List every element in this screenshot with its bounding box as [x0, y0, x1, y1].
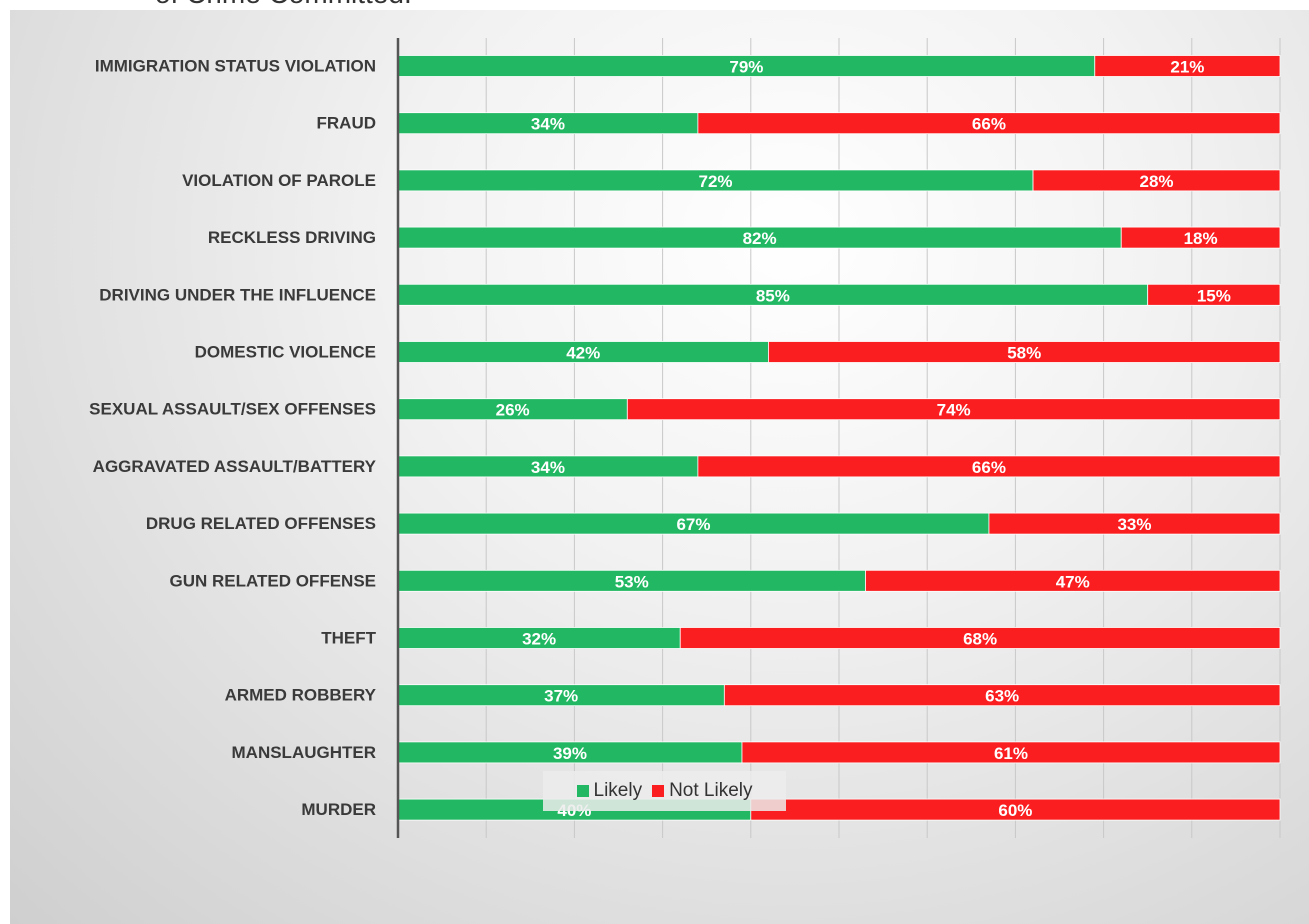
bar-chart: IMMIGRATION STATUS VIOLATION FRAUD VIOLATI… — [89, 38, 1281, 838]
legend-item-not-likely: Not Likely — [652, 780, 753, 802]
data-label: 39% — [553, 744, 587, 763]
bar-not-likely — [1094, 55, 1281, 77]
data-label: 85% — [756, 286, 790, 305]
data-label: 58% — [1007, 344, 1041, 363]
data-label: 34% — [531, 458, 565, 477]
category-label: MANSLAUGHTER — [232, 743, 377, 762]
data-label: 26% — [496, 401, 530, 420]
bar-not-likely — [1147, 283, 1281, 306]
bar-not-likely — [768, 341, 1281, 363]
category-label: VIOLATION OF PAROLE — [182, 171, 376, 190]
legend-swatch-not-likely — [652, 785, 665, 797]
data-label: 42% — [566, 344, 600, 363]
category-label: GUN RELATED OFFENSE — [169, 571, 376, 590]
data-label: 66% — [972, 115, 1006, 134]
data-label: 63% — [985, 687, 1019, 706]
data-label: 74% — [937, 401, 971, 420]
chart-title-fragment: of Crime Committed. — [155, 0, 412, 10]
data-label: 82% — [743, 229, 777, 248]
bar-not-likely — [741, 741, 1281, 764]
data-labels: 79% 21% 34% 66% 72% 28% 82% 18% 85% 15% 42% 58% 26% 7… — [496, 58, 1231, 821]
data-label: 21% — [1170, 58, 1204, 77]
data-label: 67% — [676, 515, 710, 534]
data-label: 34% — [531, 115, 565, 134]
category-label: DRUG RELATED OFFENSES — [146, 514, 376, 533]
bar-not-likely — [679, 627, 1281, 649]
data-label: 60% — [998, 801, 1032, 820]
category-label: IMMIGRATION STATUS VIOLATION — [95, 57, 376, 76]
bar-not-likely — [723, 684, 1281, 707]
category-label: THEFT — [321, 629, 376, 648]
category-label: RECKLESS DRIVING — [208, 228, 376, 247]
category-label: ARMED ROBBERY — [225, 686, 377, 705]
legend-label-likely: Likely — [593, 780, 643, 801]
data-label: 53% — [615, 572, 649, 591]
data-label: 32% — [522, 630, 556, 649]
category-label: SEXUAL ASSAULT/SEX OFFENSES — [89, 400, 376, 419]
legend-label-not-likely: Not Likely — [669, 780, 753, 801]
data-label: 61% — [994, 744, 1028, 763]
data-label: 66% — [972, 458, 1006, 477]
category-label: AGGRAVATED ASSAULT/BATTERY — [93, 457, 377, 476]
data-label: 18% — [1184, 229, 1218, 248]
legend: Likely Not Likely — [543, 771, 786, 811]
bar-not-likely — [865, 569, 1281, 592]
data-label: 68% — [963, 630, 997, 649]
data-label: 72% — [699, 172, 733, 191]
chart-area: IMMIGRATION STATUS VIOLATION FRAUD VIOLATI… — [10, 10, 1309, 924]
category-label: FRAUD — [317, 114, 377, 133]
data-label: 28% — [1140, 172, 1174, 191]
bar-not-likely — [697, 112, 1281, 135]
category-label: MURDER — [301, 800, 376, 819]
legend-swatch-likely — [576, 785, 589, 797]
data-label: 33% — [1117, 515, 1151, 534]
category-label: DRIVING UNDER THE INFLUENCE — [99, 285, 376, 304]
category-labels: IMMIGRATION STATUS VIOLATION FRAUD VIOLATI… — [89, 57, 376, 820]
bar-not-likely — [1120, 226, 1281, 249]
gridlines — [485, 38, 1281, 838]
data-label: 15% — [1197, 286, 1231, 305]
bars — [397, 55, 1281, 821]
bar-not-likely — [626, 398, 1281, 421]
data-label: 47% — [1056, 572, 1090, 591]
data-label: 37% — [544, 687, 578, 706]
legend-item-likely: Likely — [576, 780, 643, 802]
data-label: 79% — [729, 58, 763, 77]
bar-not-likely — [988, 512, 1281, 535]
bar-not-likely — [1032, 169, 1281, 192]
bar-not-likely — [697, 455, 1281, 478]
category-label: DOMESTIC VIOLENCE — [195, 343, 376, 362]
